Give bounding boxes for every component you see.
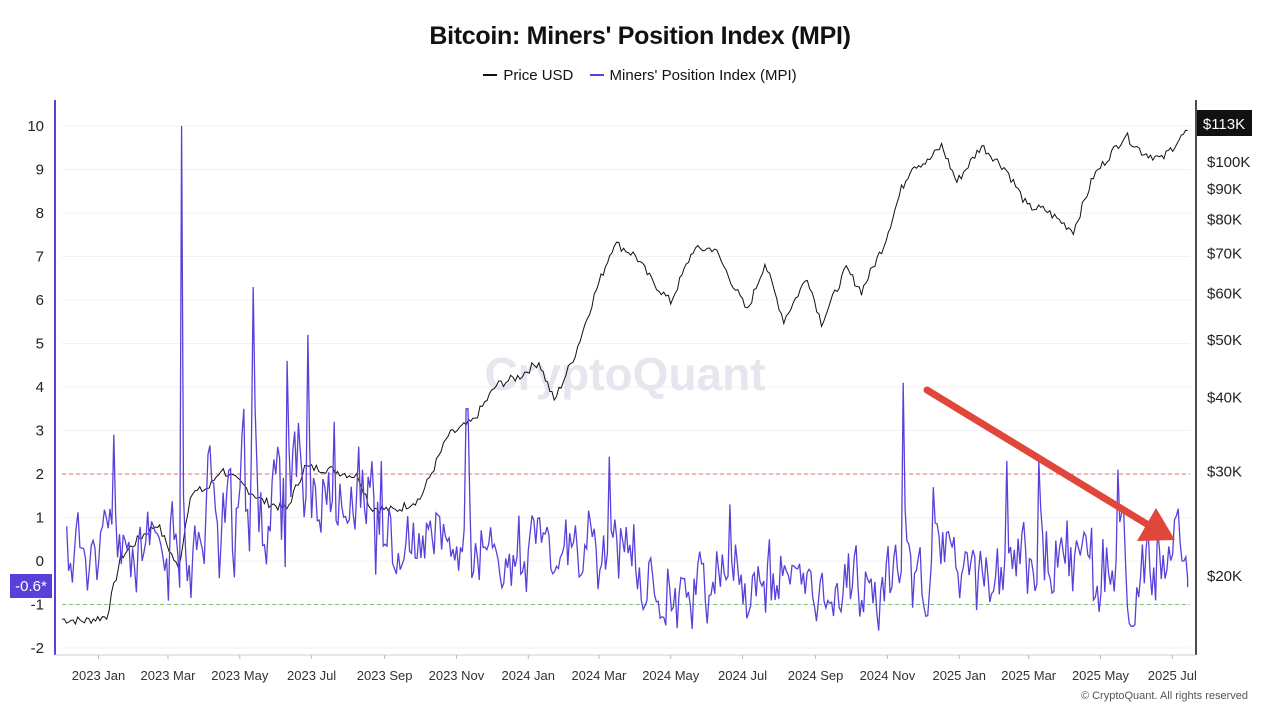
axes (54, 100, 1197, 656)
x-tick-label: 2024 Jan (502, 668, 556, 683)
y-left-tick-label: 8 (36, 205, 44, 222)
x-tick-label: 2024 Sep (788, 668, 844, 683)
y-right-tick-label: $70K (1207, 246, 1242, 263)
y-right-tick-label: $20K (1207, 568, 1242, 585)
legend-label-price: Price USD (503, 66, 574, 84)
y-left-tick-label: 5 (36, 336, 44, 353)
x-tick-label: 2025 Mar (1001, 668, 1057, 683)
y-left-tick-label: 2 (36, 466, 44, 483)
tick-labels: 109876543210-1-2$100K$90K$80K$70K$60K$50… (27, 118, 1250, 683)
x-tick-label: 2024 Jul (718, 668, 767, 683)
x-tick-label: 2024 Mar (571, 668, 627, 683)
y-right-tick-label: $100K (1207, 154, 1250, 171)
x-tick-label: 2023 Jul (287, 668, 336, 683)
current-price-badge (1197, 110, 1252, 136)
copyright: © CryptoQuant. All rights reserved (1080, 690, 1248, 702)
y-left-tick-label: 1 (36, 510, 44, 527)
watermark: CryptoQuant (484, 348, 765, 400)
x-tick-label: 2025 May (1072, 668, 1130, 683)
y-right-tick-label: $30K (1207, 464, 1242, 481)
y-right-tick-label: $90K (1207, 181, 1242, 198)
x-tick-label: 2025 Jan (932, 668, 986, 683)
y-left-tick-label: 9 (36, 162, 44, 179)
legend: Price USD Miners' Position Index (MPI) (0, 63, 1280, 84)
y-right-tick-label: $60K (1207, 285, 1242, 302)
legend-swatch-price (483, 74, 498, 76)
y-right-tick-label: $40K (1207, 390, 1242, 407)
y-left-tick-label: 6 (36, 292, 44, 309)
x-tick-label: 2023 Sep (357, 668, 413, 683)
y-right-tick-label: $80K (1207, 211, 1242, 228)
legend-item-mpi[interactable]: Miners' Position Index (MPI) (589, 66, 797, 84)
legend-item-price[interactable]: Price USD (483, 67, 573, 84)
current-mpi-badge (10, 574, 52, 598)
y-left-tick-label: 3 (36, 423, 44, 440)
trend-arrow-head (1137, 508, 1175, 541)
trend-arrow (923, 386, 1175, 541)
legend-label-mpi: Miners' Position Index (MPI) (609, 66, 797, 84)
y-left-tick-label: 4 (36, 379, 44, 396)
x-tick-label: 2024 Nov (860, 668, 916, 683)
x-tick-label: 2023 Jan (72, 668, 126, 683)
chart-title: Bitcoin: Miners' Position Index (MPI) (429, 22, 851, 50)
trend-arrow-shaft (923, 386, 1154, 530)
legend-swatch-mpi (589, 74, 604, 76)
x-tick-label: 2025 Jul (1148, 668, 1197, 683)
mpi-line (66, 125, 1189, 631)
x-tick-label: 2023 May (211, 668, 269, 683)
y-left-tick-label: -2 (31, 640, 44, 657)
mpi-series (66, 125, 1189, 631)
x-tick-label: 2023 Mar (141, 668, 197, 683)
y-left-tick-label: -1 (31, 597, 44, 614)
reference-lines (62, 473, 1190, 605)
y-left-tick-label: 0 (36, 553, 44, 570)
value-badges: -0.6* $113K (10, 110, 1252, 598)
x-tick-label: 2024 May (642, 668, 700, 683)
current-price-label: $113K (1203, 116, 1245, 133)
y-right-tick-label: $50K (1207, 332, 1242, 349)
current-mpi-label: -0.6* (15, 578, 47, 595)
y-left-tick-label: 10 (27, 118, 44, 135)
y-left-tick-label: 7 (36, 249, 44, 266)
x-tick-label: 2023 Nov (429, 668, 485, 683)
